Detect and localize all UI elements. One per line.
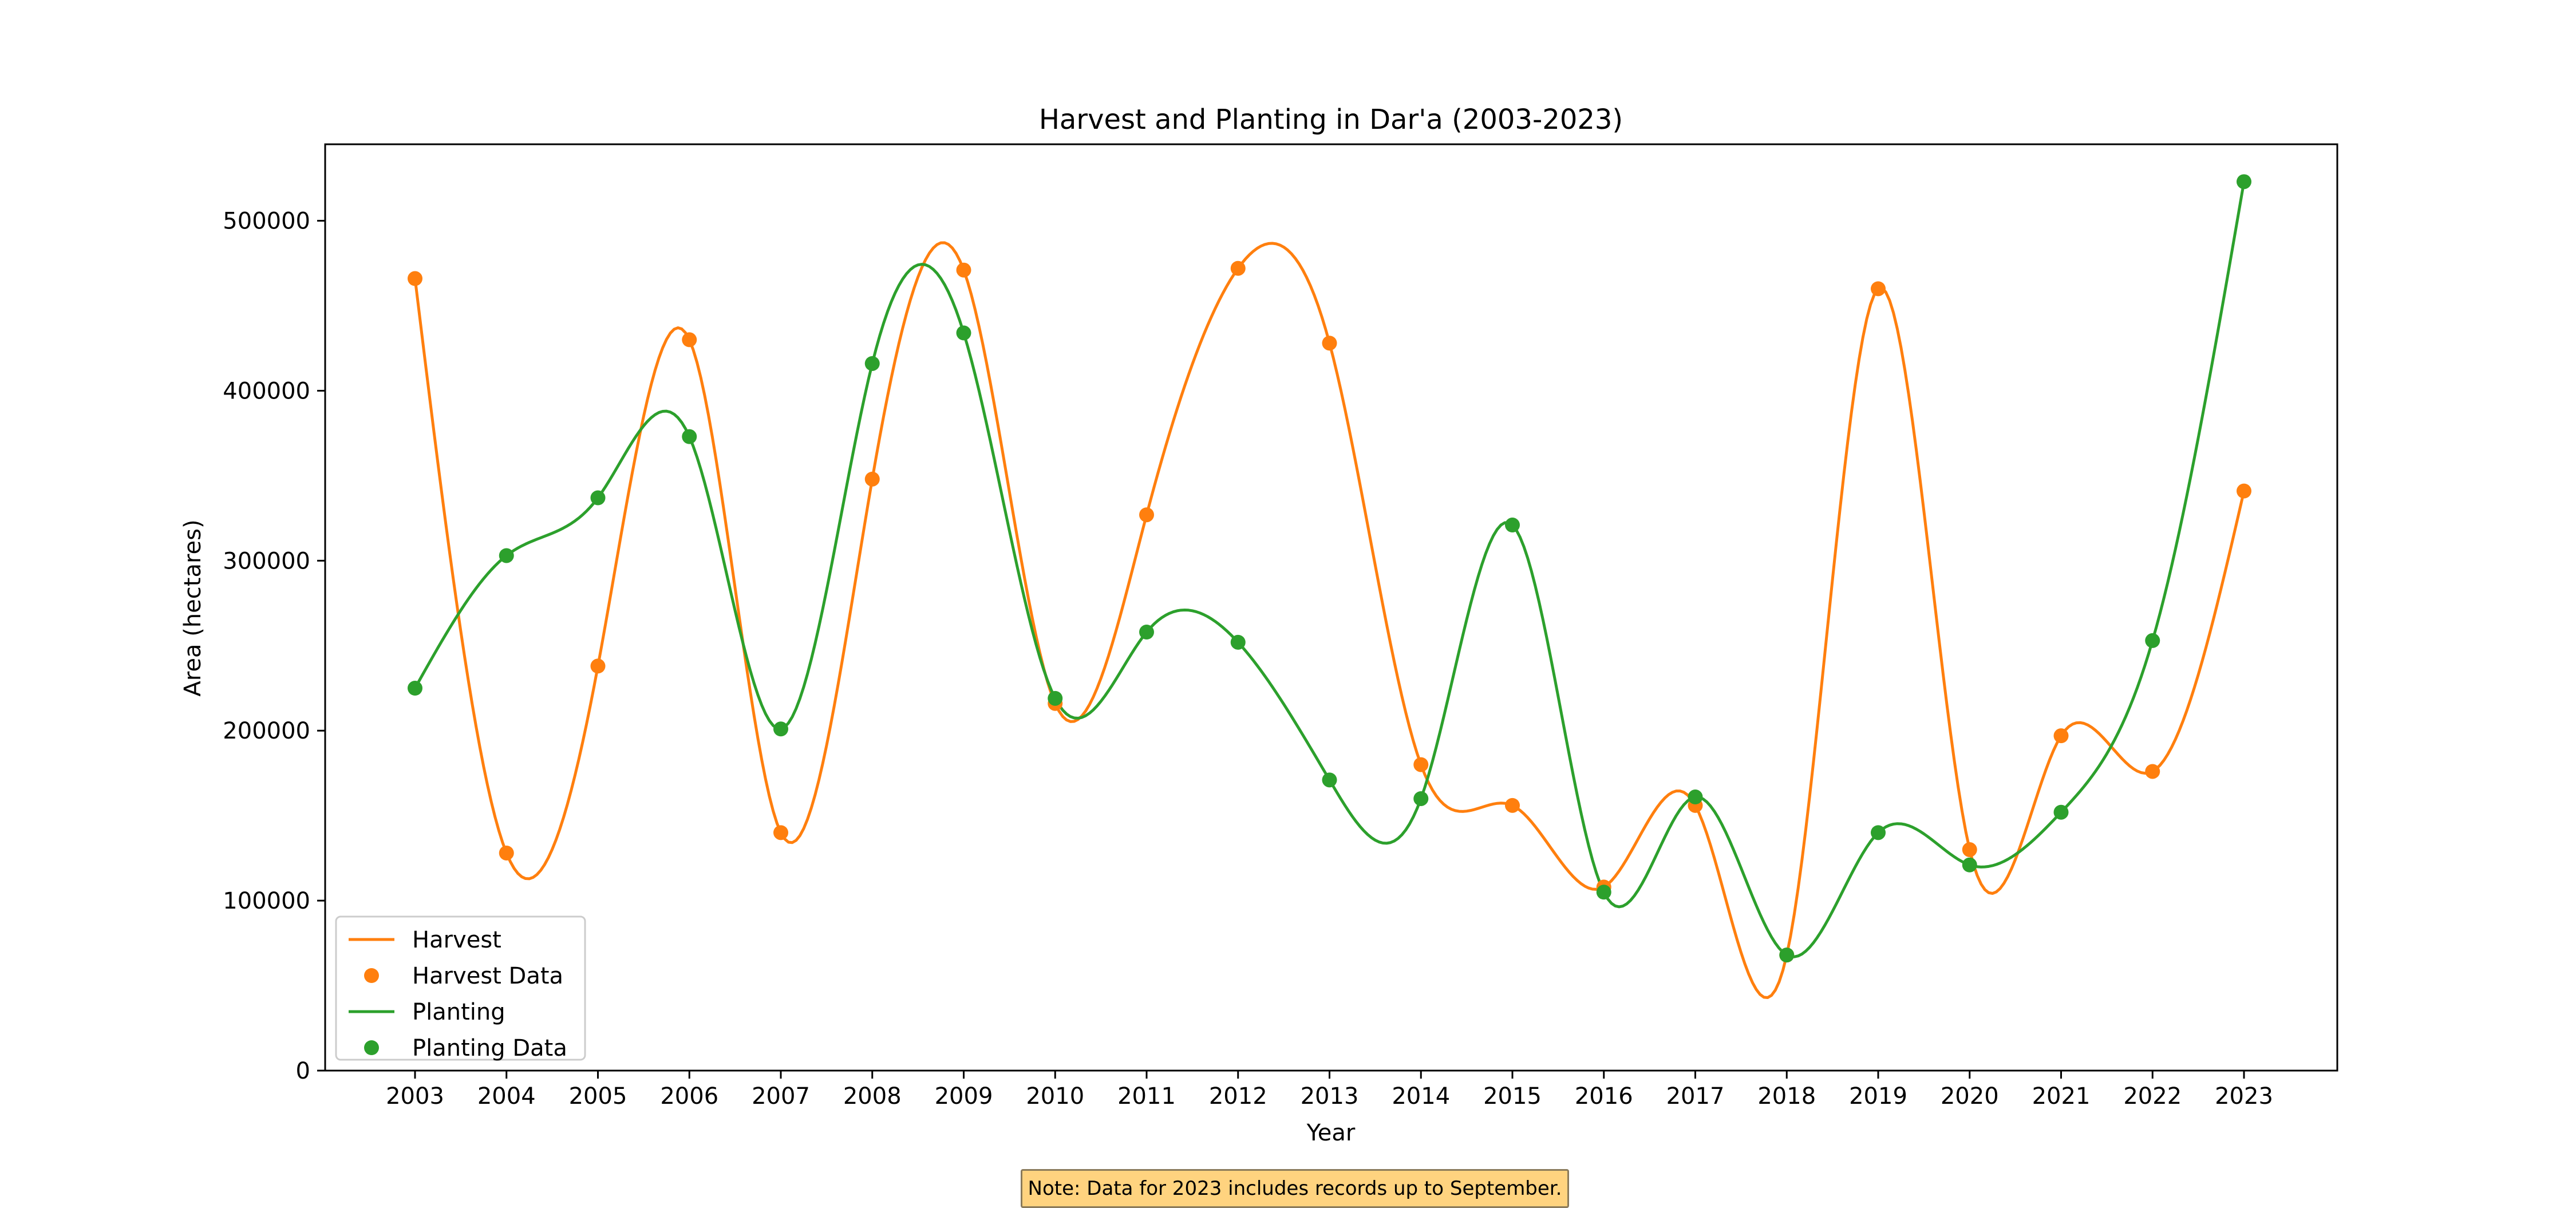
x-tick-label: 2018 (1757, 1083, 1816, 1110)
x-tick-label: 2022 (2123, 1083, 2182, 1110)
planting-data-point (956, 325, 971, 341)
legend-harvest-label: Harvest (412, 927, 501, 953)
harvest-data-point (682, 332, 697, 348)
x-tick-label: 2011 (1117, 1083, 1176, 1110)
x-tick-label: 2006 (660, 1083, 718, 1110)
planting-data-point (1596, 885, 1611, 900)
y-axis-label: Area (hectares) (180, 519, 206, 696)
planting-data-point (2237, 174, 2251, 190)
x-tick-label: 2010 (1026, 1083, 1084, 1110)
harvest-data-point (2145, 764, 2160, 779)
planting-data-point (590, 490, 606, 506)
planting-data-point (1505, 518, 1520, 533)
x-tick-label: 2007 (752, 1083, 810, 1110)
harvest-data-point (2053, 728, 2069, 744)
planting-data-point (1779, 948, 1795, 963)
x-tick-label: 2019 (1849, 1083, 1907, 1110)
harvest-data-point (1230, 260, 1246, 276)
harvest-data-point (1962, 842, 1977, 858)
x-tick-label: 2017 (1666, 1083, 1725, 1110)
legend-planting-data-swatch (364, 1040, 379, 1055)
x-axis: 2003 2004 2005 2006 2007 2008 2009 2010 2011 2012… (386, 1071, 2273, 1110)
x-tick-label: 2012 (1209, 1083, 1267, 1110)
planting-data-point (864, 356, 880, 371)
planting-data-point (1048, 690, 1063, 706)
planting-data-point (2053, 804, 2069, 820)
legend-planting-data-label: Planting Data (412, 1035, 567, 1061)
planting-data-point (1688, 789, 1703, 805)
planting-data-point (1230, 634, 1246, 650)
harvest-data-point (1871, 281, 1886, 297)
harvest-data-point (864, 471, 880, 487)
planting-data-point (1962, 857, 1977, 873)
x-tick-label: 2023 (2215, 1083, 2273, 1110)
planting-data-point (1413, 791, 1429, 806)
harvest-data-point (2237, 483, 2251, 499)
plot-area (324, 143, 2338, 1072)
x-tick-label: 2014 (1392, 1083, 1450, 1110)
x-tick-label: 2020 (1941, 1083, 1999, 1110)
legend-box (335, 915, 586, 1061)
x-tick-label: 2015 (1483, 1083, 1542, 1110)
harvest-data-point (956, 262, 971, 278)
planting-data-point (1139, 625, 1154, 640)
y-tick-label: 400000 (223, 378, 310, 404)
y-tick-label: 500000 (223, 208, 310, 235)
x-tick-label: 2013 (1301, 1083, 1359, 1110)
x-tick-label: 2008 (843, 1083, 902, 1110)
legend-harvest-data-swatch (364, 968, 379, 983)
harvest-data-point (1322, 335, 1337, 351)
planting-data-point (682, 429, 697, 444)
harvest-data-point (1413, 757, 1429, 772)
x-axis-label: Year (1306, 1120, 1356, 1146)
planting-data-point (499, 548, 514, 563)
harvest-data-point (408, 271, 422, 286)
planting-data-point (1322, 772, 1337, 788)
planting-data-point (408, 681, 422, 696)
planting-data-point (773, 721, 788, 737)
legend: Harvest Harvest Data Planting Planting Data (335, 915, 586, 1061)
legend-planting-label: Planting (412, 999, 505, 1025)
harvest-data-point (773, 825, 788, 840)
harvest-data-point (590, 658, 606, 674)
harvest-line (413, 241, 2246, 1000)
chart-title: Harvest and Planting in Dar'a (2003-2023… (1039, 104, 1623, 136)
plot-frame (324, 143, 2338, 1072)
x-tick-label: 2005 (569, 1083, 627, 1110)
harvest-data-point (1505, 798, 1520, 813)
planting-line (413, 181, 2246, 958)
planting-data-point (2145, 633, 2160, 648)
y-tick-label: 100000 (223, 888, 310, 914)
y-axis: 0 100000 200000 300000 400000 500000 (223, 208, 325, 1084)
legend-harvest-data-label: Harvest Data (412, 963, 563, 989)
x-tick-label: 2003 (386, 1083, 444, 1110)
planting-data-point (1871, 825, 1886, 840)
y-tick-label: 0 (296, 1058, 310, 1084)
x-tick-label: 2016 (1575, 1083, 1633, 1110)
x-tick-label: 2009 (935, 1083, 993, 1110)
harvest-data-point (1139, 507, 1154, 523)
x-tick-label: 2004 (477, 1083, 536, 1110)
harvest-data-point (499, 845, 514, 860)
x-tick-label: 2021 (2032, 1083, 2091, 1110)
note-annotation: Note: Data for 2023 includes records up … (1021, 1169, 1569, 1208)
y-tick-label: 300000 (223, 548, 310, 574)
y-tick-label: 200000 (223, 718, 310, 744)
